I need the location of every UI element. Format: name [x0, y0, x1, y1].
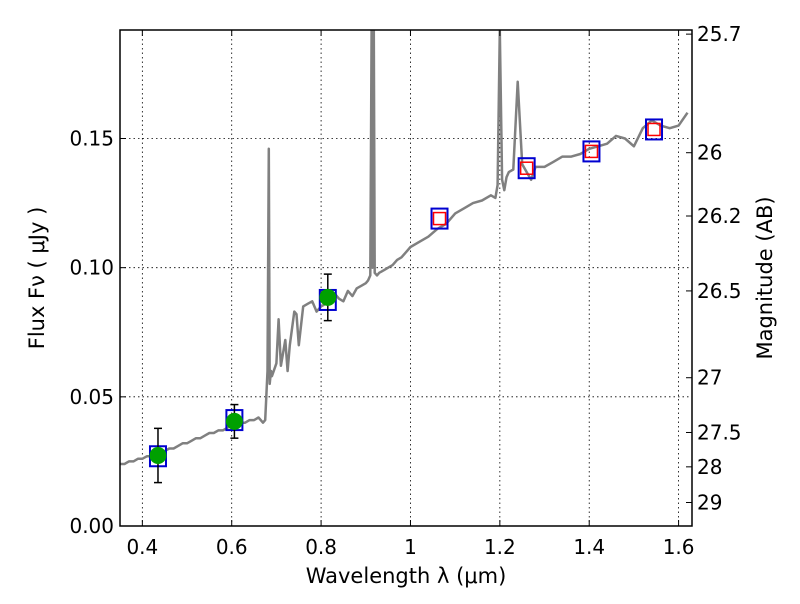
data-point — [319, 288, 337, 306]
y2-axis-label: Magnitude (AB) — [753, 196, 777, 359]
mag-tick-label: 27 — [697, 366, 722, 390]
predicted-square — [432, 211, 447, 226]
plot-area — [120, 30, 689, 484]
y-axis-label: Flux Fν ( μJy ) — [25, 207, 49, 350]
y-tick-label: 0.15 — [69, 127, 114, 151]
x-tick-label: 1 — [404, 535, 417, 559]
plot-frame — [119, 29, 693, 527]
y-tick-label: 0.10 — [69, 256, 114, 280]
predicted-square — [647, 122, 661, 137]
grid — [120, 30, 692, 526]
predicted-square — [519, 161, 534, 175]
y-tick-label: 0.05 — [69, 385, 114, 409]
data-point — [149, 446, 167, 464]
data-point — [225, 412, 243, 430]
ticks: 0.4 0.6 0.8 1 1.2 1.4 1.6 0.00 0.05 0.10 0.15 25.7 2… — [69, 22, 741, 559]
mag-tick-label: 26.5 — [697, 279, 742, 303]
mag-tick-label: 25.7 — [697, 22, 742, 46]
mag-tick-label: 26.2 — [697, 204, 742, 228]
model-box — [430, 207, 449, 230]
x-tick-label: 0.4 — [126, 535, 158, 559]
mag-tick-label: 26 — [697, 141, 722, 165]
x-tick-label: 1.6 — [663, 535, 695, 559]
x-axis-label: Wavelength λ (μm) — [306, 564, 507, 588]
y-tick-label: 0.00 — [69, 514, 114, 538]
x-tick-label: 1.4 — [573, 535, 605, 559]
mag-tick-label: 28 — [697, 455, 722, 479]
mag-tick-label: 29 — [697, 490, 722, 514]
spectrum-line — [120, 30, 689, 466]
model-box — [582, 140, 601, 163]
x-tick-label: 1.2 — [484, 535, 516, 559]
predicted-square — [584, 144, 599, 159]
mag-tick-label: 27.5 — [697, 420, 742, 444]
x-tick-label: 0.6 — [216, 535, 248, 559]
model-box — [517, 157, 536, 180]
model-box — [645, 118, 664, 141]
x-tick-label: 0.8 — [305, 535, 337, 559]
